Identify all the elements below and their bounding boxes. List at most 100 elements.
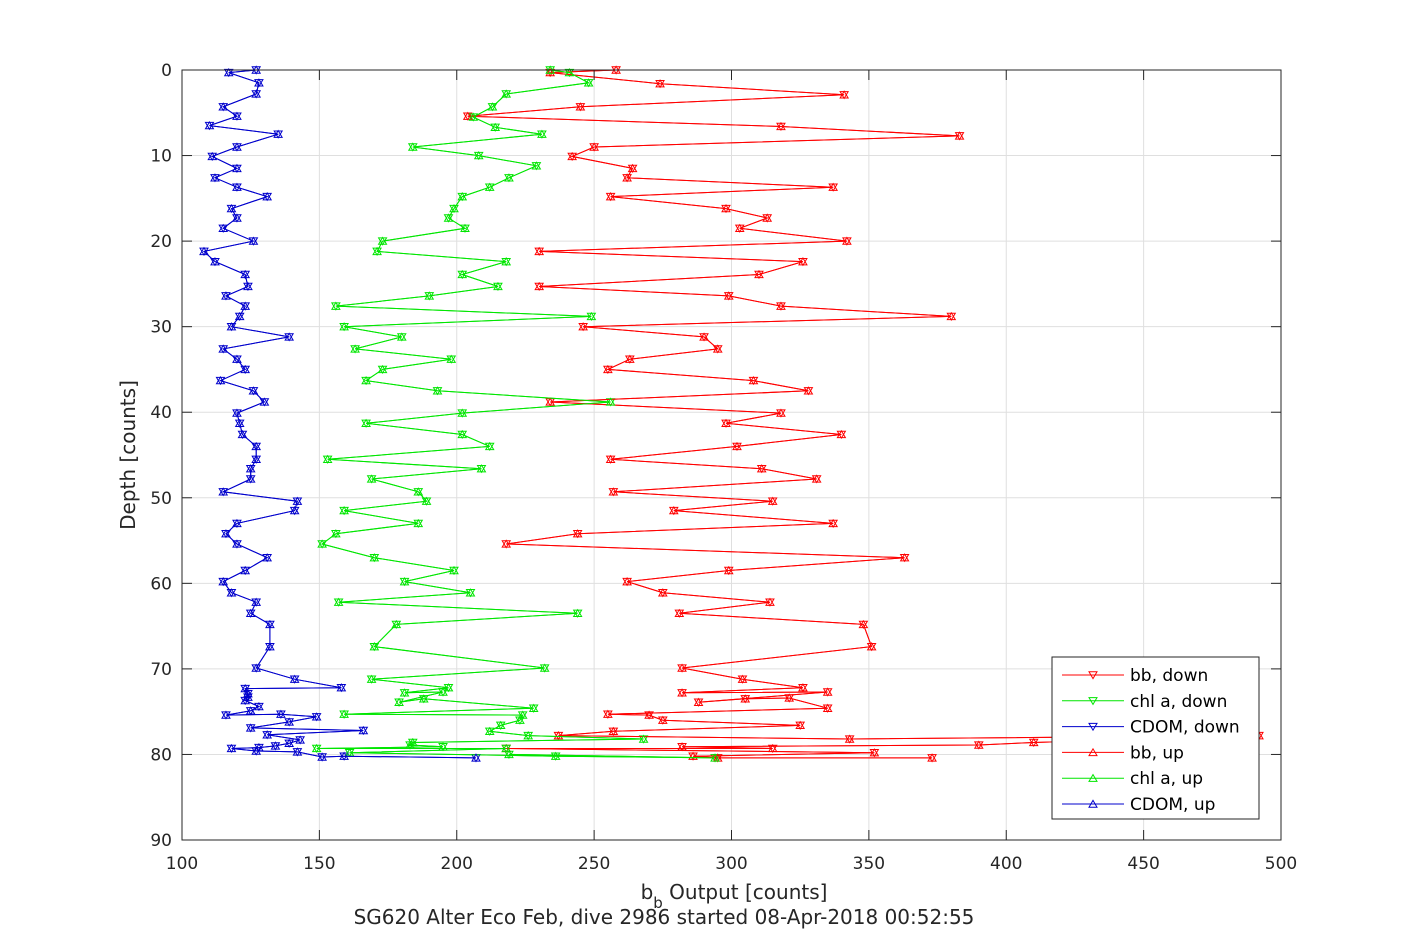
data-point	[668, 506, 679, 515]
data-point	[405, 740, 415, 749]
data-point	[226, 743, 237, 753]
legend-entry: CDOM, down	[1062, 718, 1240, 738]
series-line	[467, 69, 1260, 759]
data-point	[501, 257, 512, 266]
data-point	[734, 223, 745, 232]
data-point	[240, 565, 251, 575]
data-point	[240, 269, 251, 279]
x-tick-label: 250	[578, 854, 610, 874]
data-point	[589, 142, 599, 151]
data-point	[336, 683, 347, 692]
data-point	[602, 364, 613, 374]
data-point	[539, 663, 550, 672]
data-point	[756, 464, 767, 473]
data-point	[515, 715, 525, 724]
data-point	[468, 112, 479, 121]
data-point	[638, 734, 649, 743]
series-layer	[199, 65, 1264, 763]
data-point	[218, 223, 229, 232]
data-point	[377, 364, 388, 374]
x-axis-title-main: b	[641, 880, 654, 904]
data-point	[210, 257, 220, 266]
y-tick-label: 40	[150, 403, 172, 423]
data-point	[262, 553, 273, 562]
data-point	[677, 742, 687, 751]
data-point	[251, 454, 262, 463]
data-point	[221, 710, 231, 719]
data-point	[624, 354, 635, 363]
data-point	[366, 474, 377, 483]
data-point	[723, 565, 734, 575]
y-tick-label: 30	[150, 318, 172, 338]
legend-label: chl a, up	[1130, 769, 1203, 789]
data-point	[899, 553, 910, 562]
data-point	[674, 608, 685, 617]
data-point	[462, 111, 473, 120]
data-point	[677, 663, 687, 672]
data-point	[243, 692, 253, 701]
data-point	[232, 518, 242, 528]
data-point	[471, 753, 481, 762]
data-point	[240, 301, 251, 310]
data-point	[927, 753, 937, 762]
data-point	[276, 709, 286, 718]
data-point	[399, 577, 410, 586]
axis-ticks: 100 150 200 250 300 350 400 450 500 0 10 20 30 40 50 60…	[150, 61, 1297, 874]
legend-box	[1051, 656, 1260, 820]
data-point	[493, 281, 503, 291]
data-point	[457, 192, 468, 201]
data-point	[273, 129, 284, 138]
data-point	[605, 454, 616, 463]
data-point	[350, 344, 360, 353]
data-point	[575, 102, 586, 111]
data-point	[504, 173, 514, 182]
y-tick-label: 50	[150, 489, 172, 509]
data-point	[710, 753, 720, 762]
data-point	[822, 703, 833, 712]
data-point	[311, 743, 322, 753]
y-tick-label: 10	[150, 147, 172, 167]
y-tick-label: 70	[150, 660, 172, 680]
legend-entry: CDOM, up	[1062, 795, 1215, 815]
data-point	[204, 121, 215, 130]
data-point	[292, 747, 303, 756]
data-point	[712, 344, 723, 353]
data-point	[245, 608, 256, 617]
legend-label: CDOM, up	[1130, 795, 1215, 815]
data-point	[534, 281, 545, 291]
data-point	[438, 742, 448, 751]
series-line	[316, 69, 716, 759]
legend-marker	[1088, 697, 1098, 706]
data-point	[396, 332, 407, 341]
data-point	[284, 717, 295, 726]
data-point	[457, 429, 468, 439]
data-point	[811, 474, 822, 483]
data-point	[449, 204, 459, 213]
y-axis-title: Depth [counts]	[116, 380, 140, 530]
data-point	[251, 663, 262, 672]
data-point	[240, 695, 251, 705]
data-point	[292, 496, 303, 505]
data-point	[839, 90, 850, 99]
data-point	[311, 712, 322, 721]
data-point	[501, 89, 512, 98]
data-point	[954, 131, 965, 140]
data-point	[622, 173, 632, 182]
data-point	[226, 322, 237, 331]
data-point	[550, 751, 561, 760]
series-line	[202, 69, 477, 759]
data-point	[460, 223, 470, 232]
data-point	[776, 121, 786, 131]
data-point	[251, 746, 262, 755]
data-point	[517, 710, 528, 719]
data-point	[330, 301, 341, 310]
x-tick-label: 100	[166, 854, 198, 874]
data-point	[795, 720, 806, 730]
legend-label: bb, down	[1130, 666, 1208, 686]
x-tick-label: 150	[303, 854, 335, 874]
data-point	[199, 246, 209, 256]
data-point	[457, 408, 468, 417]
data-point	[265, 619, 275, 629]
data-point	[572, 529, 583, 538]
data-point	[973, 740, 984, 749]
